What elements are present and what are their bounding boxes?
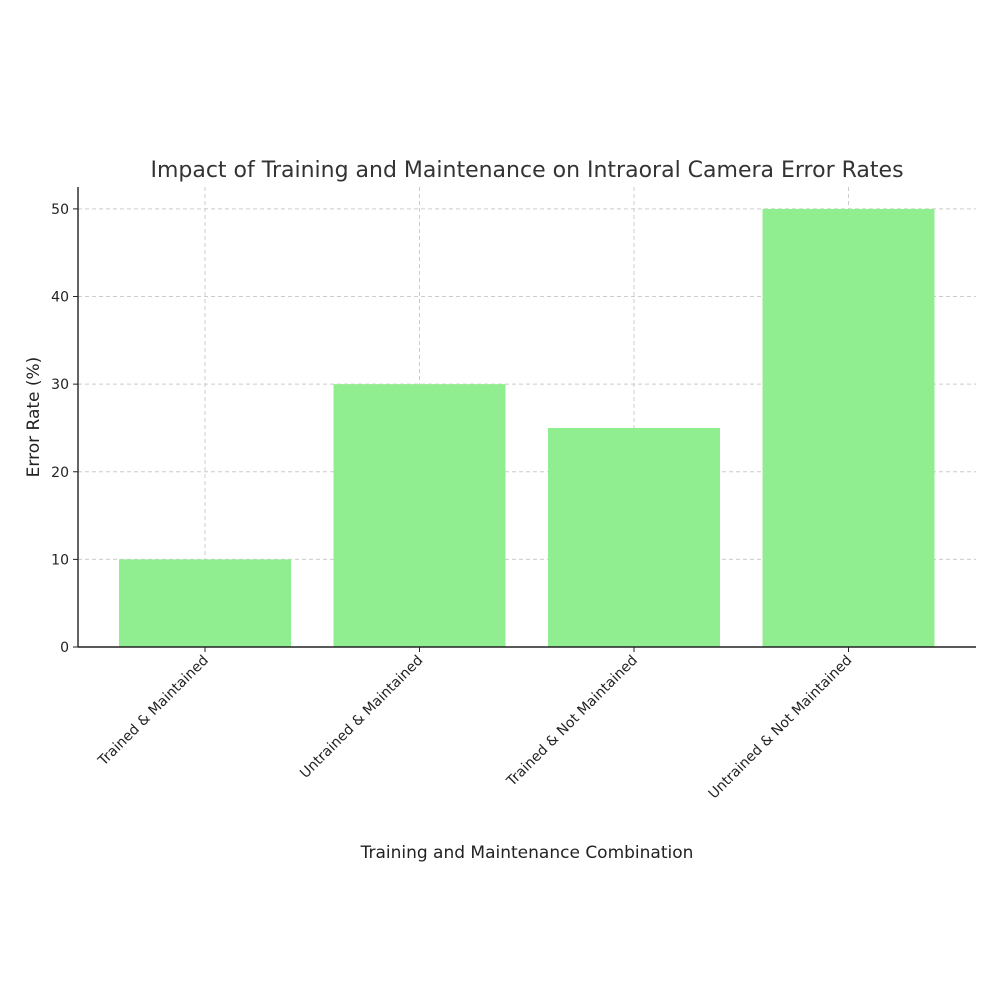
y-ticks: 0 10 20 30 40 50 [51,202,78,656]
x-tick-label: Trained & Not Maintained [503,653,641,791]
y-axis-label: Error Rate (%) [24,357,44,478]
y-tick-label: 50 [51,202,69,218]
x-axis-label: Training and Maintenance Combination [360,843,694,863]
axes [77,187,976,648]
x-tick-label: Untrained & Maintained [297,653,426,782]
x-tick-label: Trained & Maintained [95,653,212,770]
bar [119,559,291,647]
bar [333,384,506,647]
bar [762,208,935,647]
bars [119,208,935,647]
y-tick-label: 0 [60,640,69,656]
y-tick-label: 20 [51,465,69,481]
x-ticks: Trained & Maintained Untrained & Maintain… [95,647,856,803]
y-tick-label: 10 [51,552,69,568]
bar [548,427,720,647]
x-tick-label: Untrained & Not Maintained [706,653,856,803]
chart-title: Impact of Training and Maintenance on In… [150,158,903,183]
y-tick-label: 40 [51,290,69,306]
y-tick-label: 30 [51,377,69,393]
